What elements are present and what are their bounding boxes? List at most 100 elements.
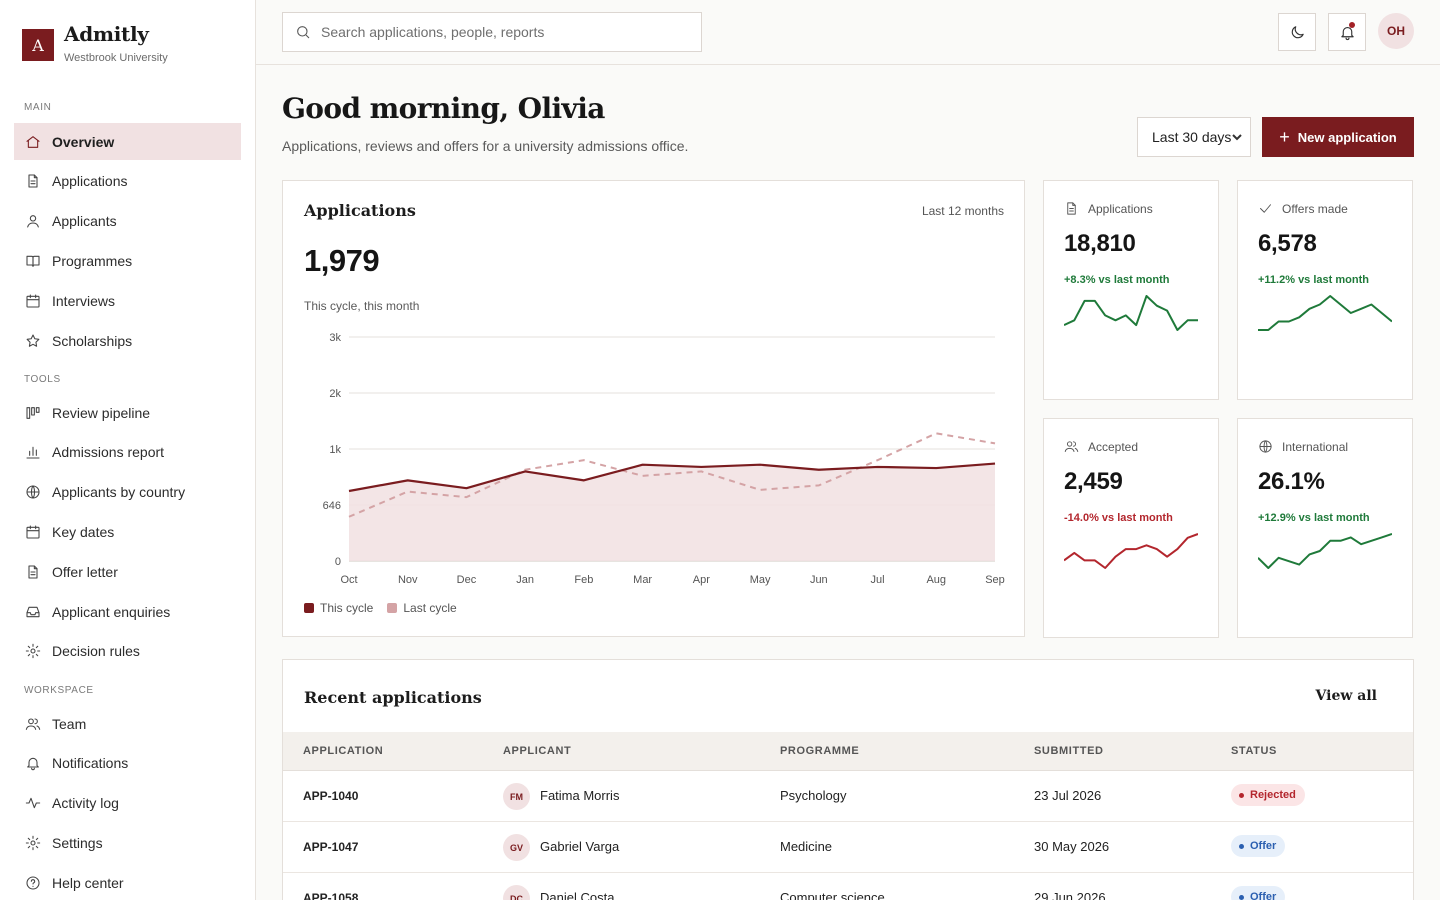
x-tick-label: Oct	[340, 574, 357, 586]
table-row[interactable]: APP-1047 GV Gabriel Varga Medicine 30 May 20…	[283, 822, 1413, 873]
applicant-avatar: DC	[503, 885, 530, 900]
search-box[interactable]	[282, 12, 702, 52]
section-workspace-label: WORKSPACE	[24, 685, 94, 696]
sidebar-item-team[interactable]: Team	[14, 705, 241, 742]
kpi-label-text: Accepted	[1088, 439, 1139, 454]
programme: Computer science	[780, 890, 885, 900]
submitted-date: 23 Jul 2026	[1034, 788, 1102, 803]
column-header[interactable]: SUBMITTED	[1034, 745, 1104, 757]
view-all-link[interactable]: View all	[1315, 688, 1377, 704]
column-header[interactable]: APPLICATION	[303, 745, 384, 757]
globe-icon	[1259, 440, 1272, 453]
status-badge: Offer	[1231, 835, 1286, 857]
legend-label: This cycle	[320, 601, 374, 615]
file-icon	[28, 174, 38, 188]
kpi-label-text: Applications	[1088, 201, 1153, 216]
status-dot	[1239, 843, 1244, 849]
sidebar-item-label: Applicant enquiries	[52, 603, 171, 620]
kpi-sparkline	[1258, 295, 1392, 331]
notifications-button[interactable]	[1328, 13, 1366, 51]
applicant-avatar: GV	[503, 834, 530, 861]
search-input[interactable]	[321, 24, 681, 40]
sidebar-item-label: Key dates	[52, 523, 115, 540]
calendar-icon-wrap	[24, 292, 42, 310]
sidebar-item-label: Interviews	[52, 292, 116, 309]
column-header[interactable]: APPLICANT	[503, 745, 572, 757]
sidebar-item-applicants[interactable]: Applicants	[14, 203, 241, 240]
help-icon-wrap	[24, 874, 42, 892]
y-tick-label: 3k	[329, 332, 341, 344]
sidebar-item-key-dates[interactable]: Key dates	[14, 513, 241, 550]
sidebar-item-applicants-by-country[interactable]: Applicants by country	[14, 474, 241, 511]
column-header[interactable]: PROGRAMME	[780, 745, 860, 757]
applicant-avatar: FM	[503, 783, 530, 810]
recent-applications-card: Recent applications View all APPLICATION…	[282, 659, 1414, 900]
theme-toggle-button[interactable]	[1278, 13, 1316, 51]
date-range-value: Last 30 days	[1152, 129, 1232, 145]
notification-dot	[1349, 22, 1355, 28]
date-range-select[interactable]: Last 30 days	[1137, 117, 1251, 157]
gear-icon-wrap	[24, 642, 42, 660]
recent-applications-title: Recent applications	[304, 688, 482, 707]
y-tick-label: 0	[335, 556, 341, 568]
moon-icon	[1291, 25, 1304, 38]
sidebar-item-overview[interactable]: Overview	[14, 123, 241, 160]
this-cycle-line	[348, 462, 996, 493]
applicant-name: Gabriel Varga	[540, 839, 620, 854]
kpi-label-text: International	[1282, 439, 1349, 454]
sidebar-item-review-pipeline[interactable]: Review pipeline	[14, 394, 241, 431]
users-icon-wrap	[24, 715, 42, 733]
sidebar-item-programmes[interactable]: Programmes	[14, 242, 241, 279]
kpi-sparkline	[1258, 533, 1392, 569]
kanban-icon	[26, 406, 40, 419]
user-avatar[interactable]: OH	[1378, 13, 1414, 49]
application-id[interactable]: APP-1040	[303, 789, 359, 803]
sidebar-item-applicant-enquiries[interactable]: Applicant enquiries	[14, 593, 241, 630]
book-icon-wrap	[24, 252, 42, 270]
page-title: Good morning, Olivia	[282, 92, 605, 125]
table-row[interactable]: APP-1040 FM Fatima Morris Psychology 23 Jul …	[283, 771, 1413, 822]
kpi-value: 26.1%	[1258, 468, 1325, 495]
sidebar-item-notifications[interactable]: Notifications	[14, 745, 241, 782]
sidebar-item-scholarships[interactable]: Scholarships	[14, 322, 241, 359]
applications-chart-card: Applications Last 12 months 1,979 This c…	[282, 180, 1025, 637]
kpi-value: 2,459	[1064, 468, 1123, 495]
sidebar-item-activity-log[interactable]: Activity log	[14, 785, 241, 822]
file-icon	[1067, 202, 1076, 215]
sidebar-item-help-center[interactable]: Help center	[14, 864, 241, 900]
kpi-label: Accepted	[1064, 439, 1138, 454]
x-tick-label: Jun	[810, 574, 828, 586]
gear-icon	[25, 835, 41, 851]
x-tick-label: Dec	[457, 574, 477, 586]
bell-icon-wrap	[24, 754, 42, 772]
activity-icon-wrap	[24, 794, 42, 812]
new-application-label: New application	[1297, 129, 1397, 145]
application-id[interactable]: APP-1058	[303, 891, 359, 900]
search-icon	[297, 26, 310, 39]
table-row[interactable]: APP-1058 DC Daniel Costa Computer science 29…	[283, 873, 1413, 900]
section-tools-label: TOOLS	[24, 374, 61, 385]
sidebar-item-interviews[interactable]: Interviews	[14, 282, 241, 319]
new-application-button[interactable]: + New application	[1262, 117, 1414, 157]
column-header[interactable]: STATUS	[1231, 745, 1277, 757]
sidebar-item-label: Activity log	[52, 795, 119, 812]
sidebar-item-admissions-report[interactable]: Admissions report	[14, 434, 241, 471]
sidebar-item-decision-rules[interactable]: Decision rules	[14, 633, 241, 670]
submitted-date: 30 May 2026	[1034, 839, 1110, 854]
sidebar-item-settings[interactable]: Settings	[14, 824, 241, 861]
inbox-icon-wrap	[24, 603, 42, 621]
sidebar: A Admitly Westbrook University MAIN Over…	[0, 0, 256, 900]
section-main-label: MAIN	[24, 102, 52, 113]
sidebar-item-offer-letter[interactable]: Offer letter	[14, 553, 241, 590]
programme: Medicine	[780, 839, 833, 854]
sidebar-item-label: Decision rules	[52, 643, 140, 660]
sidebar-item-applications[interactable]: Applications	[14, 163, 241, 200]
x-tick-label: Nov	[398, 574, 418, 586]
status-label: Offer	[1250, 891, 1277, 900]
sidebar-item-label: Notifications	[52, 755, 129, 772]
applicant-name: Fatima Morris	[540, 788, 620, 803]
application-id[interactable]: APP-1047	[303, 840, 359, 854]
bell-icon	[27, 758, 39, 771]
legend-this-cycle: This cycle	[304, 601, 373, 615]
applications-area-chart: 0 646 1k 2k 3k Oct Nov Dec Jan Feb Mar Apr May Jun Jul…	[323, 332, 1005, 586]
